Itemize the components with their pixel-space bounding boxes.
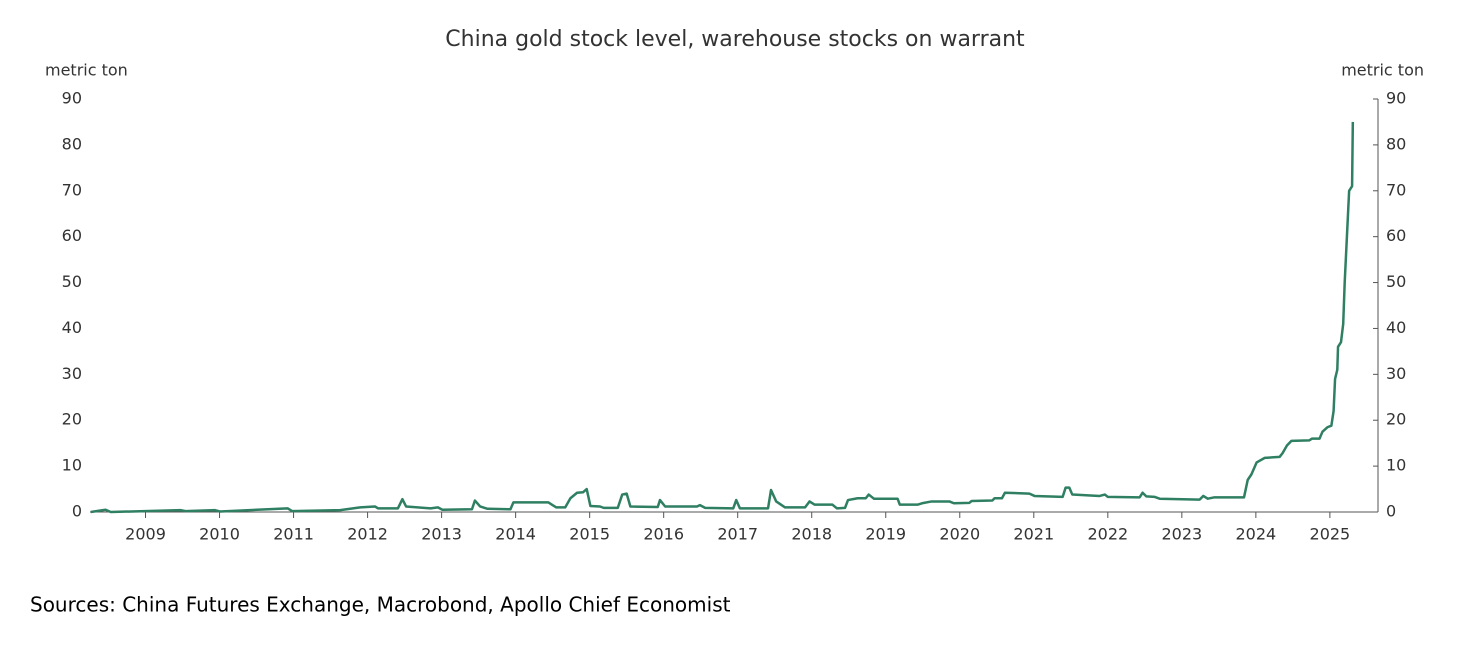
data-line: [90, 121, 1355, 514]
y2-tick-label: 70: [1386, 180, 1406, 199]
x-tick-label: 2021: [1013, 525, 1054, 544]
x-tick-label: 2009: [125, 525, 166, 544]
x-tick-label: 2023: [1161, 525, 1202, 544]
x-tick-label: 2011: [273, 525, 314, 544]
y-tick-label: 0: [72, 502, 82, 521]
y2-tick-label: 20: [1386, 410, 1406, 429]
y-tick-label: 20: [62, 410, 82, 429]
y-tick-label: 80: [62, 134, 82, 153]
y-tick-label: 70: [62, 180, 82, 199]
x-tick-label: 2014: [495, 525, 536, 544]
y-tick-label: 60: [62, 226, 82, 245]
x-tick-label: 2018: [791, 525, 832, 544]
y-tick-label: 90: [62, 89, 82, 108]
y2-axis-label: metric ton: [1341, 61, 1424, 80]
y2-tick-label: 80: [1386, 134, 1406, 153]
x-tick-label: 2013: [421, 525, 462, 544]
y2-tick-label: 40: [1386, 318, 1406, 337]
x-tick-label: 2016: [643, 525, 684, 544]
y-tick-label: 30: [62, 364, 82, 383]
y2-tick-label: 30: [1386, 364, 1406, 383]
y2-tick-label: 60: [1386, 226, 1406, 245]
source-note: Sources: China Futures Exchange, Macrobo…: [30, 593, 731, 617]
y-tick-label: 40: [62, 318, 82, 337]
y2-tick-label: 10: [1386, 456, 1406, 475]
x-tick-label: 2015: [569, 525, 610, 544]
x-tick-label: 2020: [939, 525, 980, 544]
y2-tick-label: 50: [1386, 272, 1406, 291]
y-tick-label: 10: [62, 456, 82, 475]
y2-tick-label: 0: [1386, 502, 1396, 521]
x-tick-label: 2017: [717, 525, 758, 544]
y-axis-label: metric ton: [45, 61, 128, 80]
y-tick-label: 50: [62, 272, 82, 291]
x-tick-label: 2024: [1236, 525, 1277, 544]
x-tick-label: 2022: [1087, 525, 1128, 544]
x-tick-label: 2025: [1310, 525, 1351, 544]
x-tick-label: 2019: [865, 525, 906, 544]
x-tick-label: 2010: [199, 525, 240, 544]
x-tick-label: 2012: [347, 525, 388, 544]
chart-title: China gold stock level, warehouse stocks…: [445, 27, 1025, 52]
y2-tick-label: 90: [1386, 89, 1406, 108]
